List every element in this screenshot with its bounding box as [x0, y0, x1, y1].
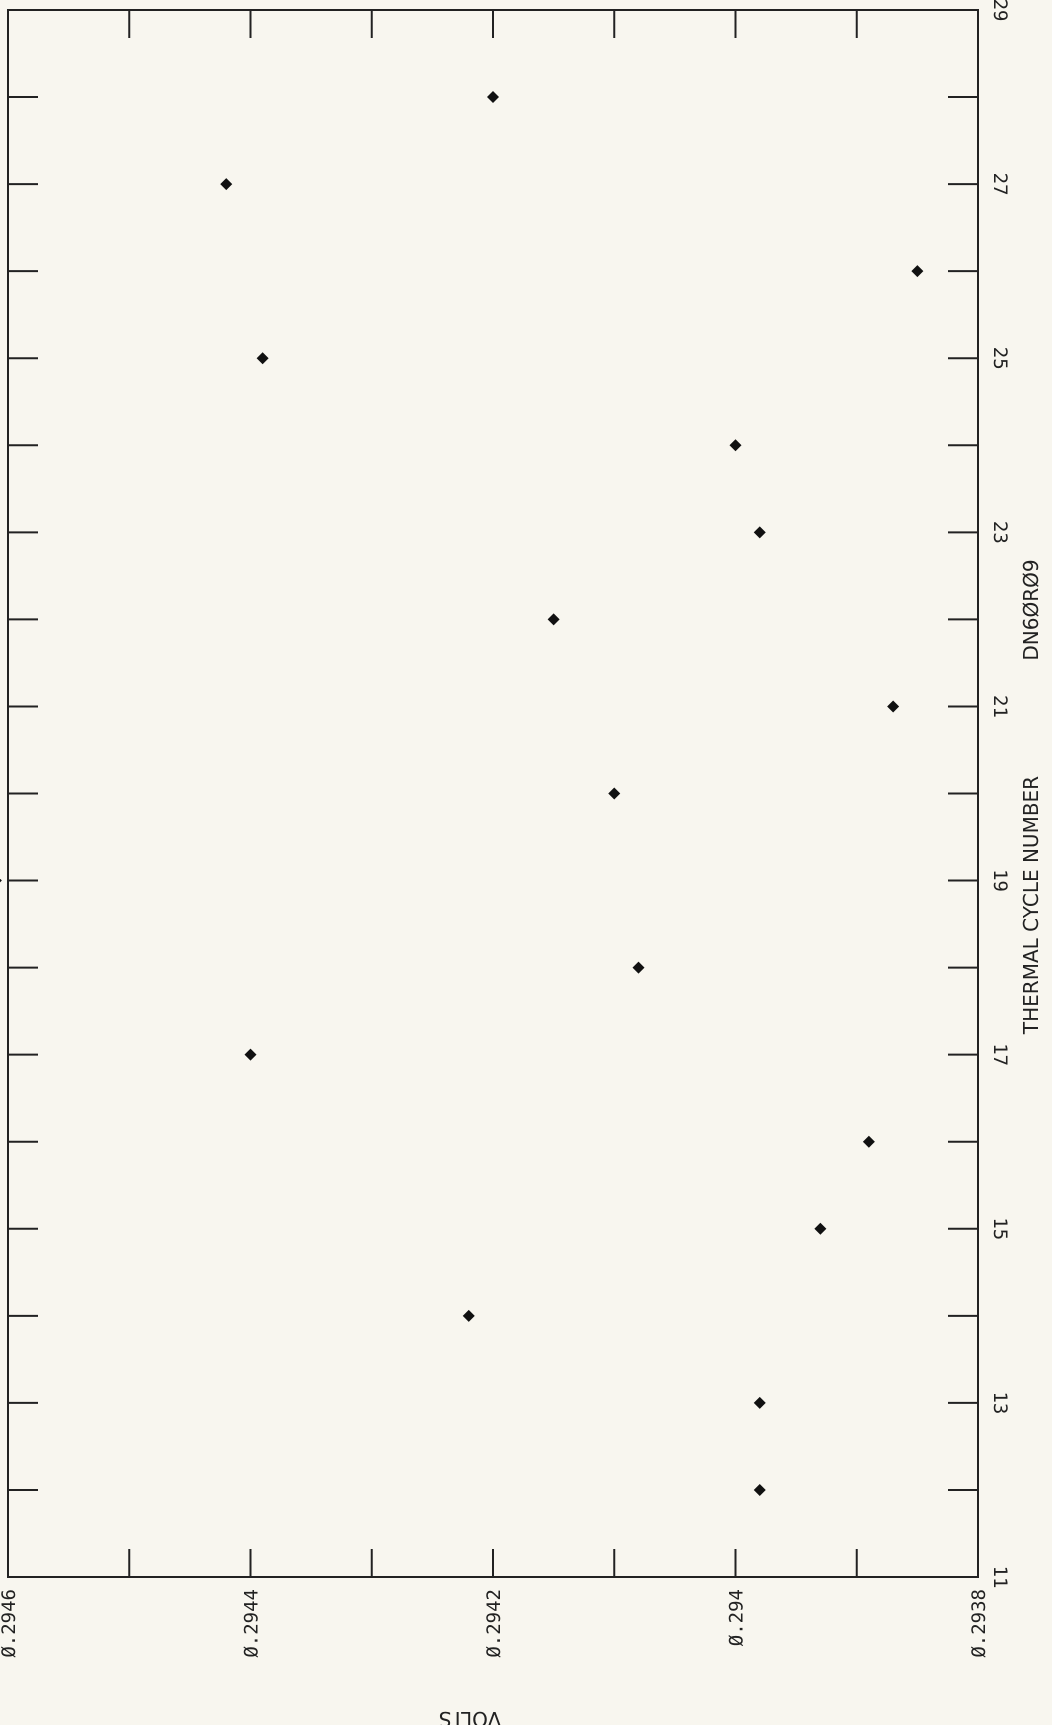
data-point: [547, 613, 560, 626]
x-axis-tick-labels: 11 13 15 17 19 21 23 25 27 29: [989, 0, 1011, 1588]
x-tick-label: 19: [989, 869, 1011, 892]
data-point: [608, 787, 621, 800]
data-point: [753, 526, 766, 539]
data-point: [244, 1048, 257, 1061]
y-axis-ticks: [7, 10, 979, 1577]
data-point: [887, 700, 900, 713]
x-tick-label: 21: [989, 695, 1011, 718]
data-point: [729, 439, 742, 452]
x-tick-label: 11: [989, 1566, 1011, 1589]
x-axis-ticks: [8, 9, 978, 1578]
data-point: [0, 878, 2, 883]
x-tick-label: 27: [989, 173, 1011, 196]
data-point: [753, 1396, 766, 1409]
data-point: [256, 352, 269, 365]
x-tick-label: 29: [989, 0, 1011, 21]
data-point: [462, 1309, 475, 1322]
x-axis-title: THERMAL CYCLE NUMBER: [1019, 776, 1043, 1035]
data-point: [862, 1135, 875, 1148]
plot-frame: [7, 9, 979, 1578]
y-tick-label: Ø.2946: [0, 1589, 20, 1658]
data-point: [487, 91, 499, 104]
x-tick-label: 17: [989, 1043, 1011, 1066]
x-tick-label: 15: [989, 1217, 1011, 1240]
series-id-label: DN6ØRØ9: [1019, 559, 1043, 660]
y-tick-label: Ø.2944: [241, 1589, 263, 1658]
y-tick-label: Ø.294: [726, 1589, 748, 1646]
data-point: [220, 178, 233, 191]
x-tick-label: 25: [989, 347, 1011, 370]
data-point: [814, 1222, 827, 1235]
y-axis-title: VOLTS: [439, 1707, 501, 1725]
x-tick-label: 13: [989, 1391, 1011, 1414]
data-point: [632, 961, 645, 974]
y-axis-tick-labels: Ø.2938 Ø.294 Ø.2942 Ø.2944 Ø.2946: [0, 1589, 990, 1658]
data-points: [0, 91, 924, 1496]
y-tick-label: Ø.2942: [483, 1589, 505, 1658]
data-point: [753, 1483, 766, 1496]
y-tick-label: Ø.2938: [968, 1589, 990, 1658]
data-point: [911, 265, 924, 278]
x-tick-label: 23: [989, 521, 1011, 544]
